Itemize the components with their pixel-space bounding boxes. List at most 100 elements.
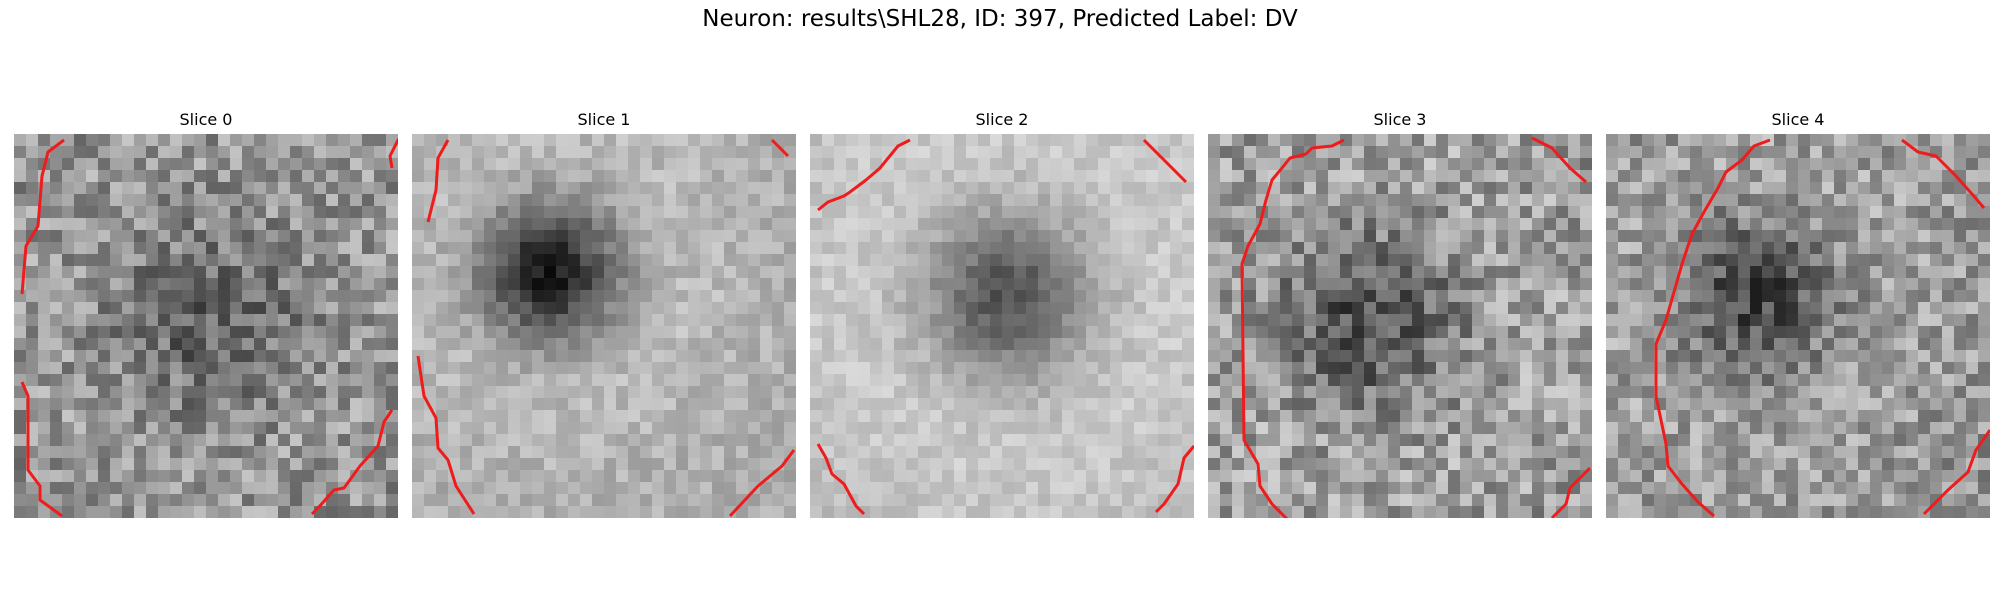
pixel-cell: [326, 314, 339, 327]
pixel-cell: [736, 374, 749, 387]
pixel-cell: [1340, 446, 1353, 459]
pixel-cell: [50, 302, 63, 315]
pixel-cell: [266, 278, 279, 291]
pixel-cell: [652, 326, 665, 339]
pixel-cell: [170, 386, 183, 399]
pixel-cell: [1798, 194, 1811, 207]
pixel-cell: [1678, 326, 1691, 339]
pixel-cell: [38, 506, 51, 518]
pixel-cell: [362, 362, 375, 375]
pixel-cell: [810, 134, 823, 147]
pixel-cell: [712, 446, 725, 459]
pixel-cell: [688, 350, 701, 363]
pixel-cell: [1472, 314, 1485, 327]
pixel-cell: [266, 158, 279, 171]
pixel-cell: [38, 398, 51, 411]
pixel-cell: [484, 350, 497, 363]
pixel-cell: [1654, 134, 1667, 147]
pixel-cell: [1556, 410, 1569, 423]
pixel-cell: [834, 182, 847, 195]
pixel-cell: [1918, 266, 1931, 279]
pixel-cell: [50, 158, 63, 171]
pixel-cell: [1098, 494, 1111, 507]
pixel-cell: [338, 362, 351, 375]
pixel-cell: [1846, 158, 1859, 171]
pixel-cell: [1232, 386, 1245, 399]
pixel-cell: [314, 242, 327, 255]
pixel-cell: [1256, 362, 1269, 375]
pixel-cell: [1158, 206, 1171, 219]
pixel-cell: [170, 206, 183, 219]
pixel-cell: [966, 374, 979, 387]
pixel-cell: [1026, 146, 1039, 159]
pixel-cell: [882, 410, 895, 423]
pixel-cell: [882, 278, 895, 291]
pixel-cell: [1220, 230, 1233, 243]
pixel-cell: [1906, 362, 1919, 375]
pixel-cell: [1400, 446, 1413, 459]
pixel-cell: [1822, 146, 1835, 159]
pixel-cell: [978, 482, 991, 495]
pixel-cell: [1134, 386, 1147, 399]
pixel-cell: [1798, 302, 1811, 315]
pixel-cell: [1436, 206, 1449, 219]
pixel-cell: [724, 494, 737, 507]
pixel-cell: [1544, 494, 1557, 507]
pixel-cell: [1786, 266, 1799, 279]
pixel-cell: [26, 254, 39, 267]
pixel-cell: [556, 206, 569, 219]
pixel-cell: [1134, 230, 1147, 243]
pixel-cell: [520, 314, 533, 327]
pixel-cell: [1798, 290, 1811, 303]
pixel-cell: [1086, 494, 1099, 507]
pixel-cell: [74, 422, 87, 435]
pixel-cell: [1038, 506, 1051, 518]
pixel-cell: [1882, 338, 1895, 351]
pixel-cell: [1484, 458, 1497, 471]
pixel-cell: [834, 206, 847, 219]
pixel-cell: [1726, 446, 1739, 459]
pixel-cell: [350, 206, 363, 219]
pixel-cell: [26, 338, 39, 351]
pixel-cell: [230, 446, 243, 459]
pixel-cell: [640, 302, 653, 315]
pixel-cell: [532, 230, 545, 243]
pixel-cell: [930, 482, 943, 495]
pixel-cell: [412, 170, 425, 183]
pixel-cell: [870, 266, 883, 279]
pixel-cell: [870, 230, 883, 243]
pixel-cell: [1858, 206, 1871, 219]
pixel-cell: [1424, 146, 1437, 159]
pixel-cell: [700, 158, 713, 171]
pixel-cell: [110, 182, 123, 195]
pixel-cell: [1556, 134, 1569, 147]
pixel-cell: [1532, 242, 1545, 255]
pixel-cell: [1170, 182, 1183, 195]
pixel-cell: [604, 278, 617, 291]
pixel-cell: [170, 230, 183, 243]
pixel-cell: [1086, 218, 1099, 231]
pixel-cell: [870, 350, 883, 363]
pixel-cell: [14, 182, 27, 195]
pixel-cell: [362, 242, 375, 255]
pixel-cell: [1678, 146, 1691, 159]
pixel-cell: [1870, 206, 1883, 219]
pixel-cell: [1834, 434, 1847, 447]
pixel-cell: [1316, 230, 1329, 243]
pixel-cell: [38, 206, 51, 219]
pixel-cell: [664, 278, 677, 291]
pixel-cell: [374, 302, 387, 315]
pixel-cell: [1786, 194, 1799, 207]
pixel-cell: [1122, 158, 1135, 171]
pixel-cell: [822, 434, 835, 447]
pixel-cell: [1220, 506, 1233, 518]
pixel-cell: [1182, 422, 1194, 435]
pixel-cell: [1702, 158, 1715, 171]
pixel-cell: [1738, 134, 1751, 147]
pixel-cell: [652, 242, 665, 255]
pixel-cell: [664, 422, 677, 435]
pixel-cell: [954, 374, 967, 387]
pixel-cell: [182, 206, 195, 219]
pixel-cell: [1074, 506, 1087, 518]
pixel-cell: [1978, 218, 1990, 231]
